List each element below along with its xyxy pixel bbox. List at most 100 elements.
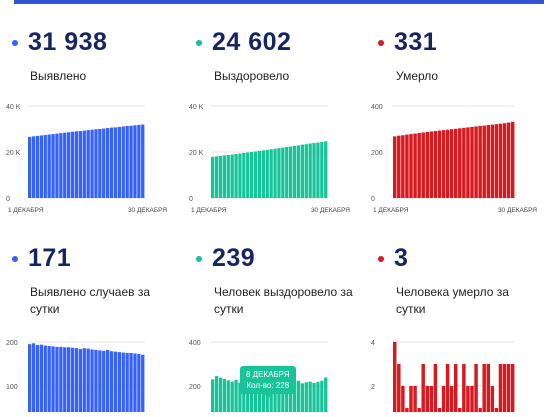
bar xyxy=(141,354,145,417)
bar xyxy=(449,129,454,198)
bar xyxy=(425,386,429,417)
bar xyxy=(397,135,401,198)
bar xyxy=(133,125,137,198)
bar xyxy=(486,125,490,198)
bar xyxy=(445,129,450,198)
bar xyxy=(261,381,265,417)
bar xyxy=(454,364,458,417)
bar xyxy=(308,143,312,198)
bar xyxy=(324,141,328,198)
bar xyxy=(462,127,466,198)
y-tick-label: 400 xyxy=(189,340,201,347)
bar xyxy=(121,352,125,417)
chart-detected-total: 0 20 K 40 K 1 ДЕКАБРЯ 30 ДЕКАБРЯ xyxy=(0,100,175,220)
bar xyxy=(55,346,59,417)
bar xyxy=(458,408,462,417)
bar xyxy=(265,149,269,198)
bar xyxy=(109,127,114,198)
bar xyxy=(292,145,297,198)
chart-svg: 24 xyxy=(371,340,515,417)
stat-number: 239 xyxy=(212,244,256,272)
y-tick-label: 200 xyxy=(6,340,18,347)
bar xyxy=(90,349,94,417)
bar xyxy=(141,124,145,198)
y-tick-label: 0 xyxy=(189,196,193,203)
bar xyxy=(277,148,281,198)
y-tick-label: 400 xyxy=(371,104,383,111)
stat-headline: 3 xyxy=(376,244,408,273)
bar xyxy=(109,351,114,417)
bar xyxy=(312,143,316,198)
bar xyxy=(47,134,51,198)
stat-label: Умерло xyxy=(396,69,439,83)
bar xyxy=(300,383,304,417)
bar xyxy=(308,381,312,417)
x-tick-label-end: 30 ДЕКАБРЯ xyxy=(311,207,350,214)
bar xyxy=(304,382,308,417)
bar xyxy=(449,386,454,417)
bar xyxy=(102,128,106,198)
stat-number: 3 xyxy=(394,244,409,272)
bar xyxy=(113,127,118,198)
bar xyxy=(137,353,141,417)
bar xyxy=(261,150,265,198)
y-tick-label: 4 xyxy=(371,340,375,347)
bar xyxy=(277,382,281,417)
bar xyxy=(51,346,55,417)
bar xyxy=(445,364,450,417)
y-tick-label: 0 xyxy=(371,196,375,203)
bar xyxy=(421,364,425,417)
stat-label: Выздоровело xyxy=(214,69,290,83)
bar xyxy=(67,347,71,417)
tooltip-date: 8 ДЕКАБРЯ xyxy=(246,370,290,379)
bar xyxy=(502,123,507,198)
bar xyxy=(129,353,133,417)
bar xyxy=(466,386,470,417)
stat-headline: 171 xyxy=(10,244,71,273)
bar xyxy=(238,153,242,198)
stat-number: 31 938 xyxy=(28,28,108,56)
top-accent-bar xyxy=(14,0,544,4)
stat-number: 171 xyxy=(28,244,72,272)
bar xyxy=(470,386,474,417)
bar xyxy=(125,126,129,198)
bar xyxy=(498,364,503,417)
bar xyxy=(43,134,47,198)
bar xyxy=(265,381,269,417)
chart-svg: 0 200 400 1 ДЕКАБРЯ 30 ДЕКАБРЯ xyxy=(371,104,537,214)
bar xyxy=(296,380,301,417)
bar xyxy=(458,128,462,198)
bar xyxy=(292,381,297,417)
stat-label: Выявлено случаев за сутки xyxy=(30,285,151,316)
stat-headline: 31 938 xyxy=(10,28,107,57)
bar xyxy=(478,408,482,417)
bar xyxy=(409,134,413,198)
bar xyxy=(211,156,215,198)
bar xyxy=(316,381,320,417)
bar xyxy=(482,125,486,198)
bar xyxy=(324,377,328,417)
bar xyxy=(510,364,515,417)
bar xyxy=(51,134,55,198)
bar xyxy=(470,126,474,198)
blue-dot-icon xyxy=(12,255,18,262)
bar xyxy=(230,381,234,417)
bar xyxy=(502,364,507,417)
x-tick-label-start: 1 ДЕКАБРЯ xyxy=(8,207,44,214)
y-tick-label: 40 K xyxy=(6,104,21,111)
y-tick-label: 200 xyxy=(371,150,383,157)
bar xyxy=(102,350,106,417)
bar xyxy=(417,408,421,417)
y-tick-label: 40 K xyxy=(189,104,204,111)
bar xyxy=(117,352,121,417)
bar xyxy=(474,364,478,417)
bar xyxy=(273,381,277,417)
bar xyxy=(466,127,470,198)
bar xyxy=(281,383,285,417)
bar xyxy=(462,364,466,417)
bar xyxy=(490,124,495,198)
bar xyxy=(98,129,102,198)
bar xyxy=(78,131,82,198)
bar xyxy=(67,132,71,198)
bar xyxy=(39,135,43,198)
